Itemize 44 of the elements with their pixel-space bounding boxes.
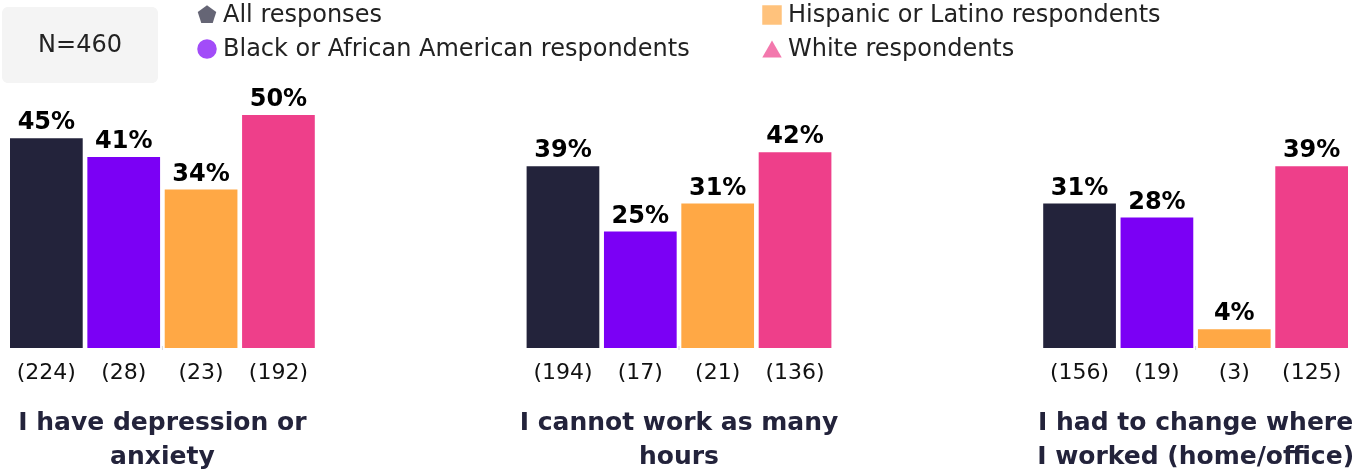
data-label: 45% [17,107,76,136]
text: N=460 [38,30,122,58]
text: (125) [1282,359,1342,384]
legend-label: White respondents [788,34,1015,62]
bar [1197,329,1271,348]
data-label: 39% [1282,135,1341,164]
text: (21) [695,359,741,384]
x-tick-label: I had to change where I worked (home/office) [1037,407,1355,470]
text: (224) [16,359,76,384]
bar [603,231,677,348]
bar [681,203,755,348]
text: (156) [1049,359,1110,384]
data-label: 42% [766,121,824,150]
legend-label: Hispanic or Latino respondents [788,0,1161,28]
data-label: 50% [249,84,308,112]
text: (23) [178,359,224,384]
bar [1120,217,1194,348]
legend-label: Black or African American respondents [223,34,690,62]
x-tick-label: I cannot work as many hours [519,407,839,470]
data-label: 28% [1128,186,1186,215]
text: (17) [617,359,663,384]
text: (194) [533,359,593,384]
text: (3) [1218,359,1250,384]
bar [10,138,83,348]
data-label: 4% [1213,298,1255,327]
text: (19) [1134,359,1180,384]
bar [1043,203,1116,348]
data-label: 34% [172,158,230,187]
bar [242,115,315,348]
bar [87,156,161,348]
data-label: 39% [534,135,592,164]
text: (192) [248,359,309,384]
bar [526,166,600,348]
data-label: 25% [611,200,670,229]
legend-label: All responses [223,0,382,28]
text: (28) [101,359,147,384]
text: (136) [765,359,825,384]
data-label: 31% [1050,172,1109,201]
bar [164,189,238,348]
data-label: 31% [688,172,747,201]
data-label: 41% [94,125,153,154]
bar [758,152,832,348]
bar [1275,166,1348,348]
x-tick-label: I have depression or anxiety [18,407,308,470]
